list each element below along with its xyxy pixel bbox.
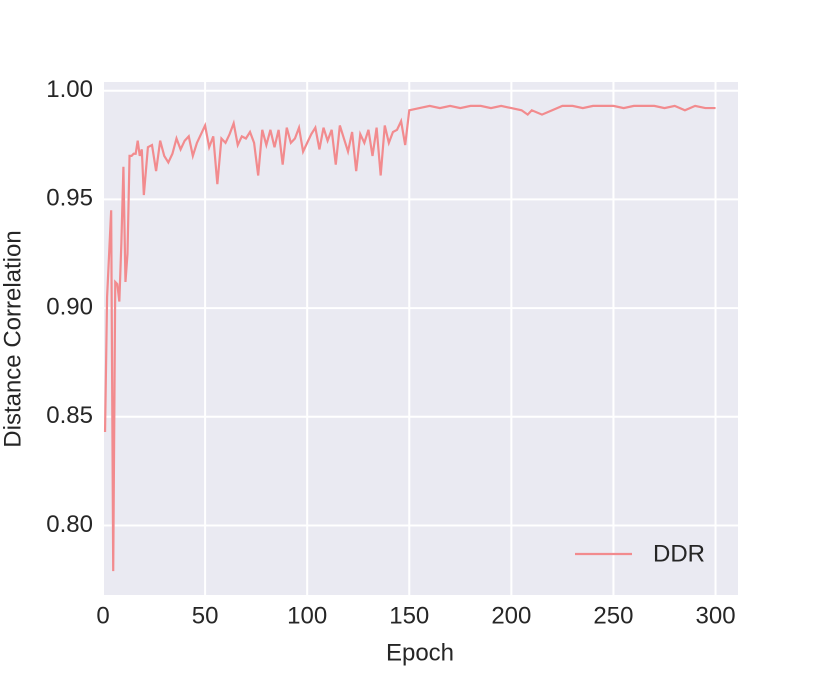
y-tick-label: 0.90: [46, 293, 93, 320]
plot-area: [103, 82, 738, 595]
y-tick-label: 0.95: [46, 185, 93, 212]
x-tick-label: 200: [491, 602, 531, 629]
y-tick-label: 0.80: [46, 511, 93, 538]
x-tick-label: 100: [287, 602, 327, 629]
y-tick-label: 0.85: [46, 402, 93, 429]
x-tick-label: 250: [593, 602, 633, 629]
x-axis-label: Epoch: [386, 639, 454, 666]
y-tick-label: 1.00: [46, 76, 93, 103]
legend-label: DDR: [653, 540, 705, 567]
y-axis-label: Distance Correlation: [0, 230, 26, 447]
x-tick-label: 150: [389, 602, 429, 629]
x-tick-label: 0: [96, 602, 109, 629]
x-tick-label: 50: [192, 602, 219, 629]
data-line: [103, 104, 716, 572]
x-tick-label: 300: [696, 602, 736, 629]
